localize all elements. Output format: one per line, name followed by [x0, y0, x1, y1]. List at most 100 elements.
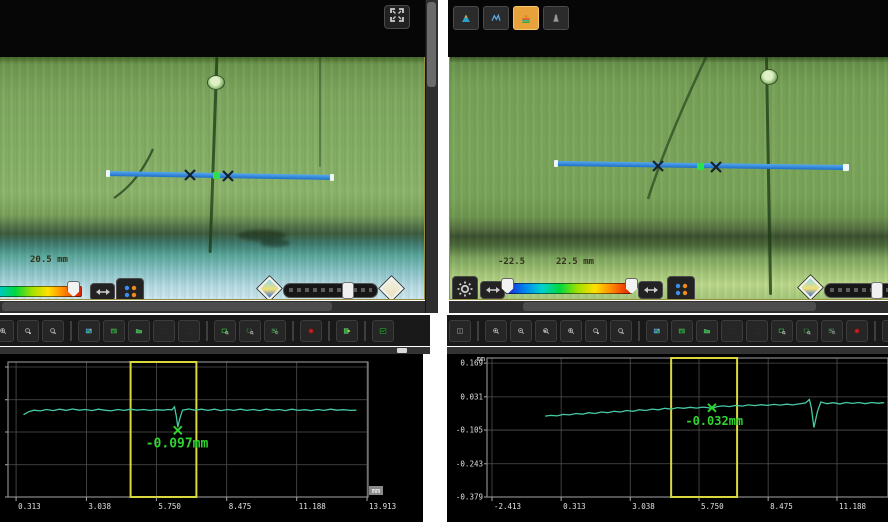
axis-unit-label: mm	[477, 355, 485, 363]
horizontal-scroll-thumb[interactable]	[2, 302, 332, 311]
layered-view-icon	[522, 15, 530, 23]
magnifier-dot-button[interactable]	[585, 319, 607, 342]
profile-trace-view-button[interactable]	[483, 6, 509, 30]
chart-view-icon	[379, 328, 387, 333]
position-slider[interactable]	[824, 282, 888, 299]
left-surface-image[interactable]: 20.5 mm	[0, 57, 425, 300]
x-tick-label: 3.038	[88, 502, 111, 511]
slider-track	[830, 288, 888, 292]
peak-view-view-button[interactable]	[543, 6, 569, 30]
measurement-marker[interactable]	[707, 403, 717, 413]
line-marker-x[interactable]	[222, 170, 234, 182]
dim-b-icon	[754, 328, 760, 333]
left-horizontal-scrollbar[interactable]	[0, 301, 425, 313]
record-button[interactable]	[846, 319, 868, 342]
region-zoom-off-button[interactable]	[264, 319, 286, 342]
expand-view-button[interactable]	[384, 5, 410, 29]
measurement-marker[interactable]	[173, 425, 183, 436]
left-viewer-topbar	[0, 0, 425, 57]
palette-toggle-button[interactable]	[667, 276, 695, 299]
zoom-fit-button[interactable]	[535, 319, 557, 342]
surface-smudge	[238, 230, 286, 241]
image-adjust-button[interactable]	[646, 319, 668, 342]
region-zoom-alt-button[interactable]	[796, 319, 818, 342]
color-scale-bar[interactable]	[0, 281, 82, 297]
vertical-scroll-thumb[interactable]	[427, 2, 436, 87]
region-zoom-alt-button[interactable]	[239, 319, 261, 342]
measure-region[interactable]	[129, 361, 198, 498]
dim-a-button[interactable]	[153, 319, 175, 342]
color-scale-bar[interactable]	[501, 278, 638, 294]
range-fit-button[interactable]	[638, 281, 663, 299]
line-center-dot[interactable]	[213, 172, 220, 179]
line-marker-x[interactable]	[652, 160, 664, 172]
line-endpoint[interactable]	[553, 159, 559, 168]
position-slider[interactable]	[283, 282, 378, 299]
right-surface-image[interactable]: -22.5 22.5 mm	[449, 57, 888, 300]
left-profile-chart[interactable]: -0.097mm 0.313 3.038 5.750 8.475 11.188 13.913…	[0, 354, 423, 522]
region-zoom-button[interactable]	[771, 319, 793, 342]
gear-icon	[457, 281, 473, 297]
toolbar-separator	[328, 320, 330, 341]
color-scale-thumb[interactable]	[67, 281, 80, 297]
curved-scratch	[113, 148, 155, 199]
zoom-out-icon	[518, 327, 524, 334]
magnifier-pan-button[interactable]	[0, 319, 14, 342]
left-vertical-scrollbar[interactable]	[425, 0, 438, 313]
chart-view-button[interactable]	[372, 319, 394, 342]
image-adjust-button[interactable]	[78, 319, 100, 342]
settings-button[interactable]	[452, 276, 478, 299]
line-endpoint[interactable]	[842, 163, 850, 172]
color-scale-max-thumb[interactable]	[625, 278, 638, 294]
color-scale-min-thumb[interactable]	[501, 278, 514, 294]
dim-a-button[interactable]	[721, 319, 743, 342]
magnifier-dot-alt-button[interactable]	[610, 319, 632, 342]
four-dots-icon	[124, 285, 137, 298]
line-marker-x[interactable]	[710, 161, 722, 173]
palette-toggle-button[interactable]	[116, 278, 144, 299]
line-marker-x[interactable]	[184, 169, 196, 181]
range-fit-button[interactable]	[90, 283, 115, 299]
export-image-button[interactable]	[336, 319, 358, 342]
region-zoom-off-icon	[828, 328, 836, 334]
left-splitter[interactable]	[0, 347, 430, 354]
zoom-in-button[interactable]	[485, 319, 507, 342]
slider-thumb[interactable]	[342, 282, 354, 299]
region-zoom-off-icon	[271, 328, 279, 334]
curved-scratch	[646, 57, 708, 200]
profile-trace-line	[545, 398, 885, 428]
layout-panes-button[interactable]	[449, 319, 471, 342]
folder-green-button[interactable]	[696, 319, 718, 342]
magnifier-pan-button[interactable]	[560, 319, 582, 342]
image-green-button[interactable]	[671, 319, 693, 342]
height-map-view-button[interactable]	[453, 6, 479, 30]
dim-b-button[interactable]	[178, 319, 200, 342]
profile-trace-icon	[491, 13, 501, 21]
folder-green-button[interactable]	[128, 319, 150, 342]
image-green-button[interactable]	[103, 319, 125, 342]
zoom-in-icon	[493, 327, 499, 334]
magnifier-dot-alt-button[interactable]	[42, 319, 64, 342]
surface-bubble	[207, 75, 225, 90]
splitter-handle[interactable]	[397, 348, 407, 353]
layered-view-view-button[interactable]	[513, 6, 539, 30]
slider-thumb[interactable]	[871, 282, 883, 299]
dim-b-button[interactable]	[746, 319, 768, 342]
line-center-dot[interactable]	[697, 163, 704, 170]
measure-region[interactable]	[670, 357, 739, 498]
resize-arrows-icon	[485, 287, 500, 293]
right-splitter[interactable]	[447, 347, 888, 354]
region-zoom-button[interactable]	[214, 319, 236, 342]
right-horizontal-scrollbar[interactable]	[449, 301, 888, 313]
horizontal-scroll-thumb[interactable]	[523, 302, 816, 311]
line-endpoint[interactable]	[329, 173, 335, 181]
right-profile-chart[interactable]: -0.032mm -2.413 0.313 3.038 5.750 8.475 11.188…	[447, 354, 888, 522]
image-adjust-icon	[653, 328, 660, 333]
record-button[interactable]	[300, 319, 322, 342]
line-endpoint[interactable]	[105, 170, 111, 178]
region-zoom-off-button[interactable]	[821, 319, 843, 342]
magnifier-dot-button[interactable]	[17, 319, 39, 342]
four-dots-icon	[675, 283, 688, 296]
zoom-out-button[interactable]	[510, 319, 532, 342]
export-image-button[interactable]	[882, 319, 888, 342]
